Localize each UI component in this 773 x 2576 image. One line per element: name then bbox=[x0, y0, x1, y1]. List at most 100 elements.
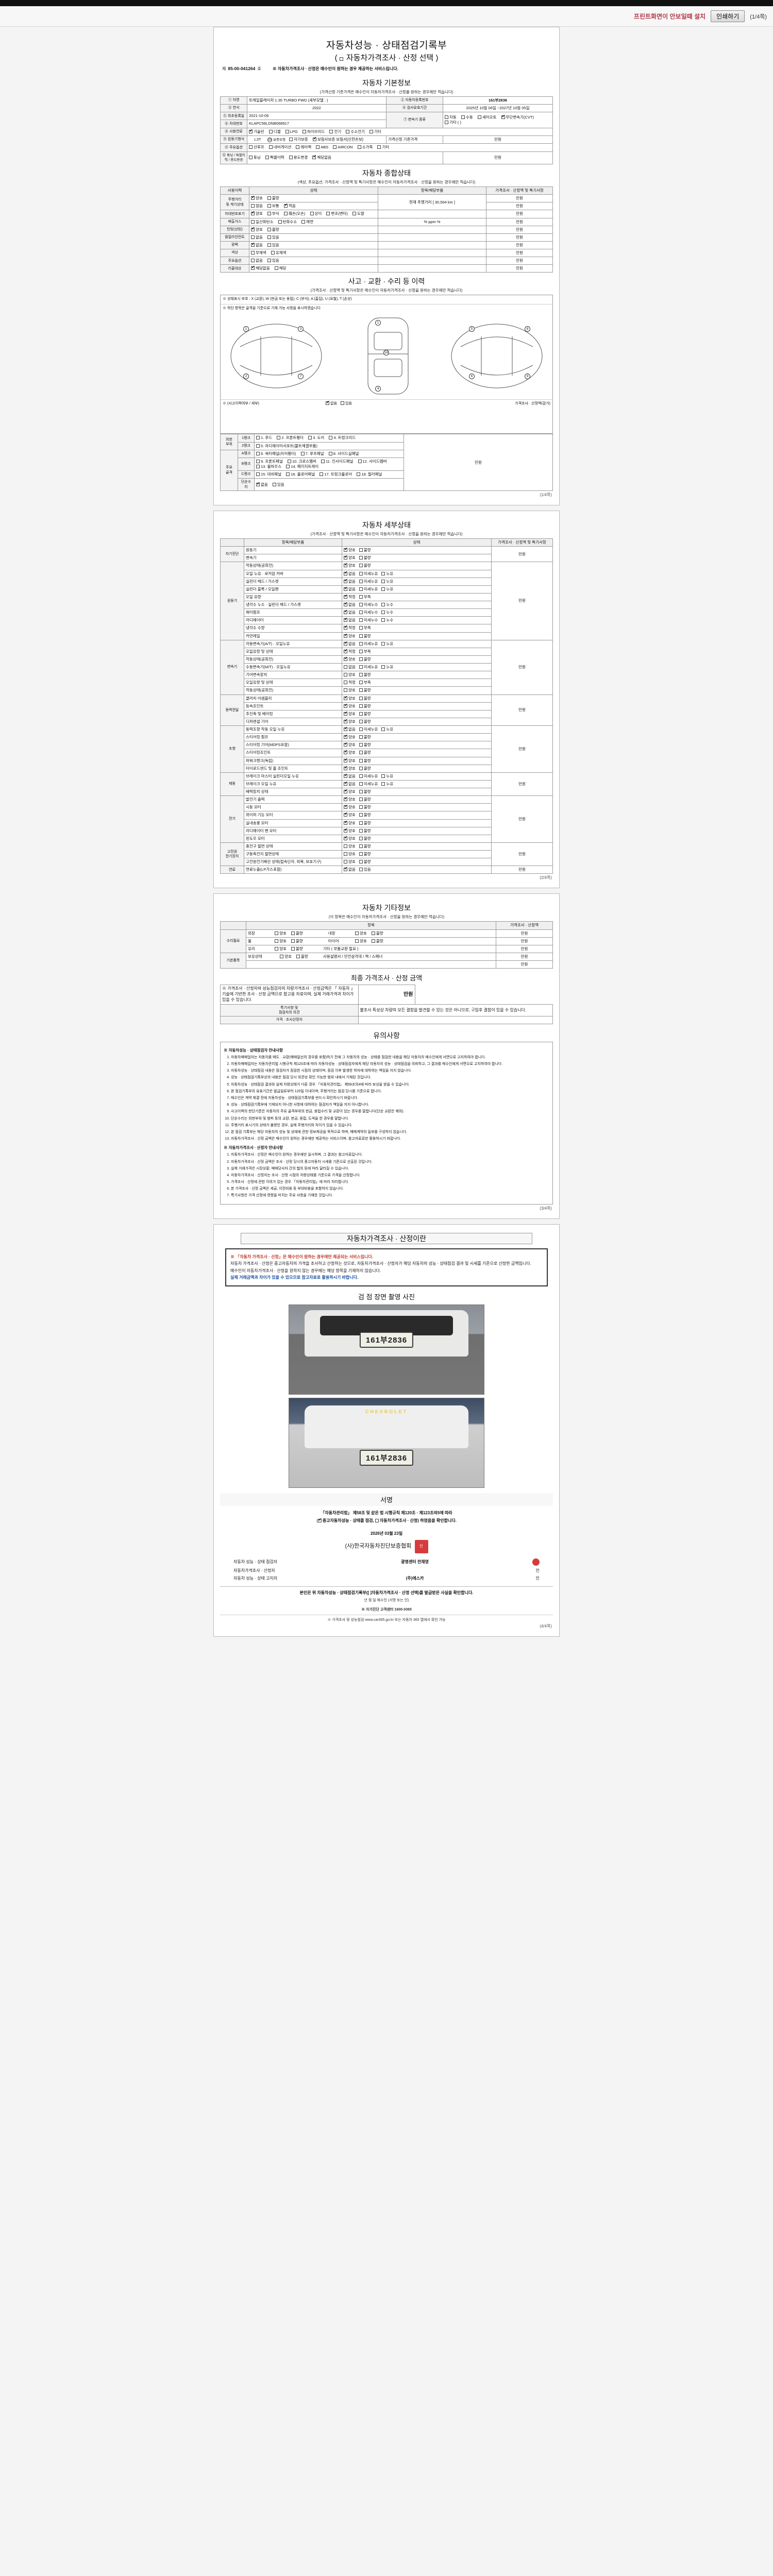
checkbox[interactable] bbox=[333, 145, 337, 149]
checkbox[interactable] bbox=[359, 758, 363, 762]
option-item[interactable]: 에어백 bbox=[296, 145, 311, 150]
checkbox[interactable] bbox=[461, 115, 465, 119]
state-option[interactable]: 불량 bbox=[359, 657, 371, 662]
checkbox-checked[interactable] bbox=[344, 617, 348, 622]
option-item[interactable]: 선루프 bbox=[249, 145, 264, 150]
checkbox[interactable] bbox=[291, 939, 295, 943]
checkbox[interactable] bbox=[359, 798, 363, 802]
damage-marker[interactable]: 8 bbox=[525, 326, 530, 332]
checkbox[interactable] bbox=[359, 727, 363, 732]
price-survey-checkbox[interactable] bbox=[375, 1519, 379, 1523]
state-option[interactable]: 없음 bbox=[344, 602, 356, 607]
state-option[interactable]: 누유 bbox=[381, 641, 393, 647]
state-option[interactable]: 미세누유 bbox=[359, 641, 378, 647]
checkbox[interactable] bbox=[359, 603, 363, 607]
checkbox[interactable] bbox=[267, 227, 271, 231]
checkbox[interactable] bbox=[291, 931, 295, 935]
state-option[interactable]: 없음 bbox=[344, 579, 356, 584]
checkbox[interactable] bbox=[271, 251, 275, 255]
checkbox[interactable] bbox=[371, 939, 375, 943]
checkbox[interactable] bbox=[359, 766, 363, 770]
damage-marker[interactable]: 2 bbox=[243, 374, 249, 380]
state-option[interactable]: 불량 bbox=[359, 704, 371, 709]
checkbox[interactable] bbox=[381, 727, 385, 732]
checkbox[interactable] bbox=[275, 946, 279, 951]
checkbox-checked[interactable] bbox=[344, 766, 348, 770]
transmission-option[interactable]: 기타 ( ) bbox=[445, 120, 461, 125]
state-option[interactable]: 없음 bbox=[344, 781, 356, 787]
checkbox[interactable] bbox=[371, 931, 375, 935]
state-option[interactable]: 양호 bbox=[344, 804, 356, 810]
checkbox[interactable] bbox=[249, 156, 253, 160]
state-option[interactable]: 불량 bbox=[359, 750, 371, 755]
state-option[interactable]: 해당 bbox=[274, 266, 287, 271]
state-option[interactable]: 양호 bbox=[344, 555, 356, 561]
fuel-option[interactable]: LPG bbox=[285, 129, 298, 134]
checkbox-checked[interactable] bbox=[344, 820, 348, 825]
checkbox[interactable] bbox=[381, 782, 385, 786]
state-option[interactable]: 누유 bbox=[381, 579, 393, 584]
state-option[interactable]: 없음 bbox=[344, 586, 356, 592]
checkbox[interactable] bbox=[359, 844, 363, 848]
checkbox[interactable] bbox=[251, 204, 255, 208]
damage-marker[interactable]: 7 bbox=[298, 374, 304, 380]
checkbox[interactable] bbox=[251, 235, 255, 239]
checkbox[interactable] bbox=[251, 219, 255, 224]
checkbox[interactable] bbox=[302, 129, 306, 133]
checkbox-checked[interactable] bbox=[251, 242, 255, 247]
checkbox[interactable] bbox=[251, 251, 255, 255]
state-option[interactable]: 일산화탄소 bbox=[251, 219, 274, 225]
state-option[interactable]: 유채색 bbox=[271, 250, 287, 256]
state-option[interactable]: 양호 bbox=[275, 939, 287, 944]
checkbox[interactable] bbox=[359, 704, 363, 708]
checkbox[interactable] bbox=[286, 464, 290, 468]
state-option[interactable]: 누유 bbox=[381, 774, 393, 779]
checkbox[interactable] bbox=[340, 401, 344, 405]
state-option[interactable]: 불량 bbox=[359, 821, 371, 826]
checkbox[interactable] bbox=[359, 571, 363, 575]
state-option[interactable]: 양호 bbox=[344, 836, 356, 841]
state-option[interactable]: 양호 bbox=[344, 703, 356, 709]
checkbox[interactable] bbox=[275, 931, 279, 935]
state-option[interactable]: 없음 bbox=[344, 726, 356, 732]
checkbox[interactable] bbox=[308, 436, 312, 440]
transmission-option[interactable]: 무단변속기(CVT) bbox=[501, 114, 534, 120]
checkbox[interactable] bbox=[359, 564, 363, 568]
state-option[interactable]: 불량 bbox=[267, 227, 279, 232]
checkbox[interactable] bbox=[256, 451, 260, 455]
checkbox[interactable] bbox=[344, 860, 347, 864]
checkbox[interactable] bbox=[344, 844, 347, 848]
state-option[interactable]: 불량 bbox=[359, 688, 371, 693]
transmission-option[interactable]: 세미오토 bbox=[477, 115, 496, 120]
checkbox[interactable] bbox=[359, 790, 363, 794]
checkbox[interactable] bbox=[381, 618, 385, 622]
state-option[interactable]: 불량 bbox=[359, 735, 371, 740]
checkbox-checked[interactable] bbox=[344, 633, 348, 638]
state-option[interactable]: 불량 bbox=[291, 939, 303, 944]
state-option[interactable]: 부족 bbox=[359, 625, 371, 631]
checkbox[interactable] bbox=[381, 774, 385, 778]
option-item[interactable]: 내비게이션 bbox=[268, 145, 291, 150]
checkbox[interactable] bbox=[359, 688, 363, 692]
checkbox-checked[interactable] bbox=[326, 400, 330, 405]
checkbox[interactable] bbox=[359, 681, 363, 685]
part-item[interactable]: 17. 트렁크플로어 bbox=[320, 472, 352, 477]
state-option[interactable]: 양호 bbox=[344, 766, 356, 771]
checkbox[interactable] bbox=[359, 665, 363, 669]
fuel-option[interactable]: 가솔린 bbox=[249, 129, 264, 134]
damage-marker[interactable]: 1 bbox=[375, 320, 381, 326]
vehicle-damage-diagram[interactable]: 1 2 3 7 1 4 16 5 6 8 9 ※ (사고이력여부 / 세부) 없… bbox=[220, 313, 553, 434]
state-option[interactable]: 양호 bbox=[344, 672, 356, 677]
checkbox[interactable] bbox=[346, 129, 350, 133]
checkbox[interactable] bbox=[359, 782, 363, 786]
checkbox[interactable] bbox=[381, 665, 385, 669]
state-option[interactable]: 불량 bbox=[371, 939, 383, 944]
transmission-option[interactable]: 자동 bbox=[445, 115, 457, 120]
state-option[interactable]: 미세누수 bbox=[359, 610, 378, 615]
state-option[interactable]: 부족 bbox=[359, 595, 371, 600]
state-option[interactable]: 있음 bbox=[267, 235, 279, 240]
option-item[interactable]: ABS bbox=[316, 145, 328, 150]
fuel-option[interactable]: 전기 bbox=[329, 129, 341, 134]
checkbox-checked[interactable] bbox=[344, 828, 348, 833]
checkbox[interactable] bbox=[445, 120, 448, 124]
